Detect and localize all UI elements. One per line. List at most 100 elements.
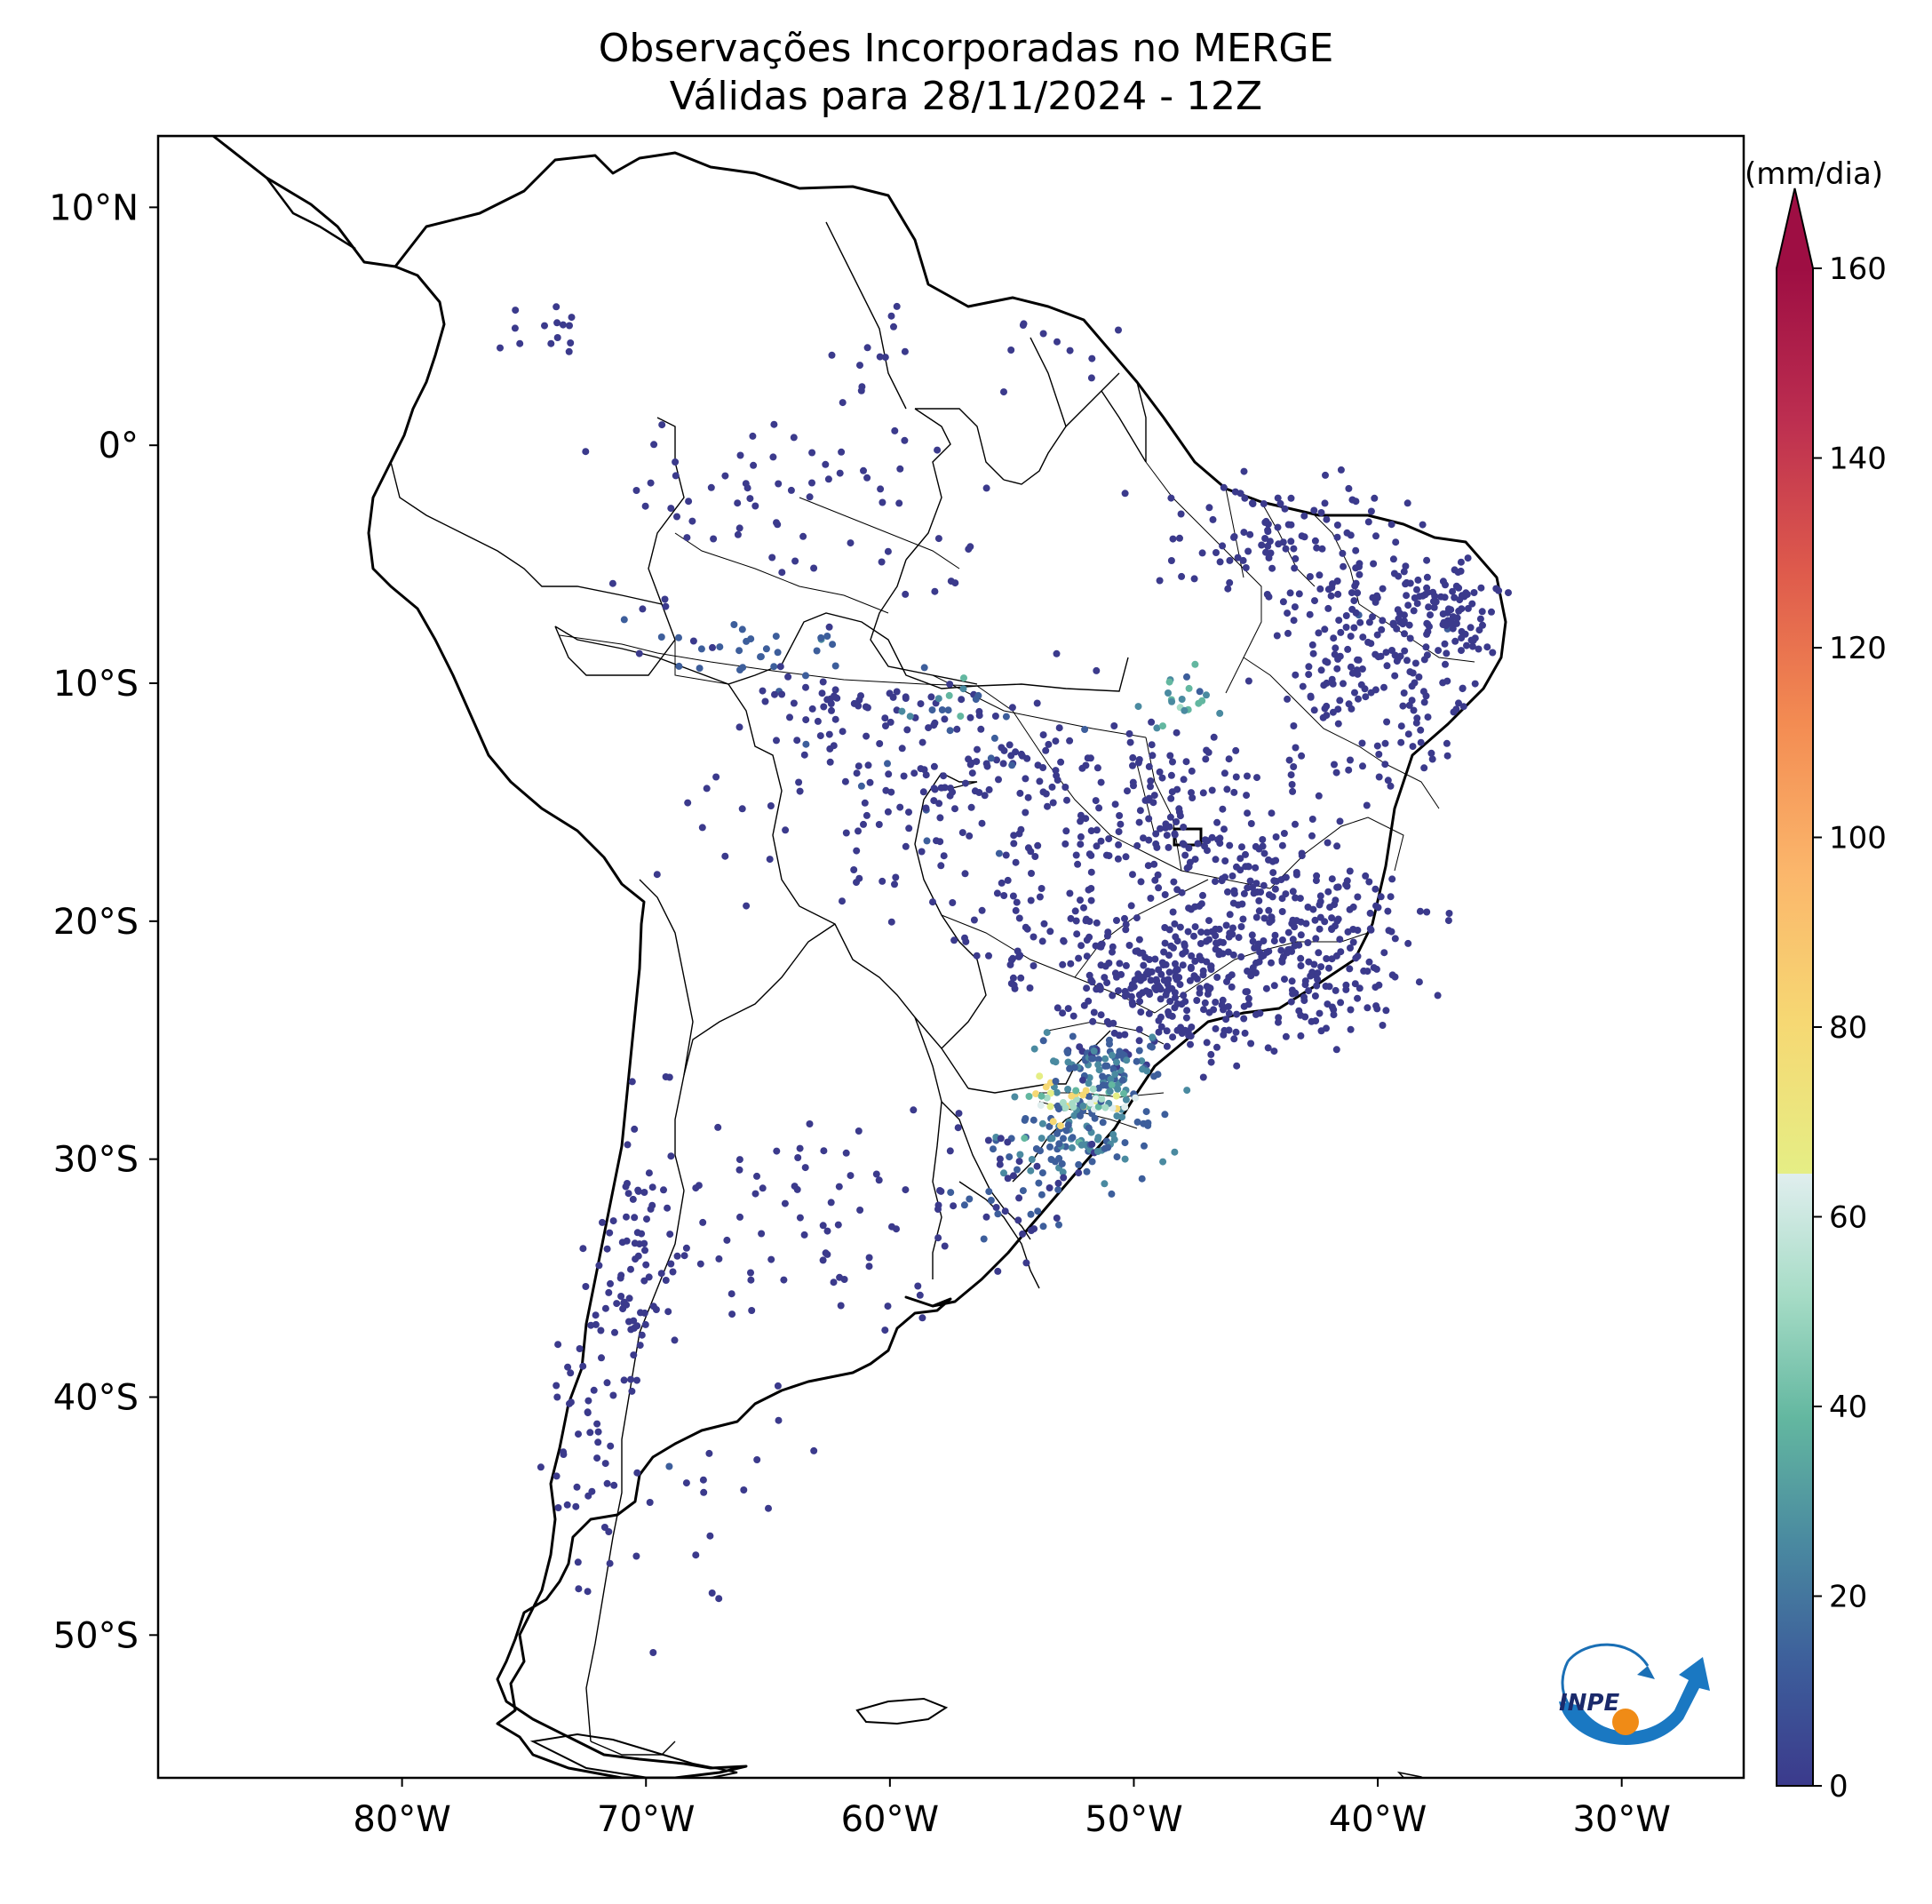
observation-dot xyxy=(1428,755,1436,763)
observation-dot xyxy=(1037,1102,1045,1109)
observation-dot xyxy=(1253,944,1261,952)
observation-dot xyxy=(1027,1167,1035,1175)
observation-dot xyxy=(978,819,986,827)
observation-dot xyxy=(995,776,1002,784)
observation-dot xyxy=(1101,974,1109,982)
observation-dot xyxy=(1401,647,1409,655)
observation-dot xyxy=(822,1249,830,1257)
observation-dot xyxy=(1354,656,1362,664)
observation-dot xyxy=(1191,856,1199,864)
observation-dot xyxy=(1147,895,1155,902)
observation-dot xyxy=(1328,925,1336,933)
observation-dot xyxy=(1274,494,1282,502)
observation-dot xyxy=(1145,836,1153,844)
observation-dot xyxy=(1060,936,1068,944)
observation-dot xyxy=(1332,644,1340,652)
observation-dot xyxy=(1038,1119,1046,1127)
observation-dot xyxy=(1393,625,1401,633)
observation-dot xyxy=(675,633,682,641)
observation-dot xyxy=(946,1147,954,1155)
observation-dot xyxy=(1199,789,1207,797)
observation-dot xyxy=(1165,678,1173,686)
observation-dot xyxy=(1397,738,1405,746)
observation-dot xyxy=(1292,744,1300,752)
observation-dot xyxy=(1009,954,1017,962)
colorbar-tick-label: 0 xyxy=(1829,1769,1849,1804)
observation-dot xyxy=(930,797,938,805)
observation-dot xyxy=(1193,997,1201,1004)
observation-dot xyxy=(831,662,839,670)
observation-dot xyxy=(1233,1010,1241,1018)
observation-dot xyxy=(1024,793,1032,801)
observation-dot xyxy=(1229,951,1237,959)
observation-dot xyxy=(1290,617,1298,625)
observation-dot xyxy=(1109,948,1116,956)
observation-dot xyxy=(1489,649,1497,657)
observation-dot xyxy=(1156,577,1164,585)
observation-dot xyxy=(1284,695,1292,703)
observation-dot xyxy=(1158,774,1166,782)
observation-dot xyxy=(796,787,804,795)
observation-dot xyxy=(1378,625,1386,633)
observation-dot xyxy=(667,1260,675,1268)
observation-dot xyxy=(1122,961,1130,969)
observation-dot xyxy=(1291,564,1299,572)
observation-dot xyxy=(646,1499,654,1506)
observation-dot xyxy=(1181,851,1189,859)
observation-dot xyxy=(1225,1009,1233,1017)
observation-dot xyxy=(1166,813,1174,821)
observation-dot xyxy=(1046,928,1054,936)
observation-dot xyxy=(839,399,847,407)
observation-dot xyxy=(1230,788,1238,796)
observation-dot xyxy=(994,1267,1002,1275)
observation-dot xyxy=(584,1397,592,1405)
observation-dot xyxy=(1161,1111,1169,1119)
observation-dot xyxy=(1241,494,1249,502)
observation-dot xyxy=(1054,1179,1062,1187)
observation-dot xyxy=(1198,549,1206,557)
observation-dot xyxy=(1163,1027,1171,1035)
observation-dot xyxy=(1188,1024,1196,1031)
observation-dot xyxy=(750,461,758,469)
observation-dot xyxy=(1305,987,1313,995)
observation-dot xyxy=(1324,586,1332,594)
observation-dot xyxy=(1408,682,1416,690)
observation-dot xyxy=(902,695,910,702)
observation-dot xyxy=(1039,1037,1047,1045)
observation-dot xyxy=(657,1270,665,1278)
observation-dot xyxy=(1423,630,1431,638)
observation-dot xyxy=(994,1210,1002,1218)
observation-dot xyxy=(1014,1216,1022,1224)
observation-dot xyxy=(802,740,810,748)
observation-dot xyxy=(1122,853,1130,861)
observation-dot xyxy=(1171,1148,1179,1156)
observation-dot xyxy=(680,1252,688,1260)
observation-dot xyxy=(786,713,793,721)
observation-dot xyxy=(860,466,867,474)
observation-dot xyxy=(1087,374,1095,382)
observation-dot xyxy=(1288,977,1296,985)
observation-dot xyxy=(1180,824,1188,831)
observation-dot xyxy=(1096,985,1104,993)
observation-dot xyxy=(962,937,970,945)
observation-dot xyxy=(563,1501,571,1509)
observation-dot xyxy=(1464,604,1472,612)
observation-dot xyxy=(928,706,936,714)
observation-dot xyxy=(1077,942,1085,950)
observation-dot xyxy=(1028,870,1035,877)
observation-dot xyxy=(1240,467,1248,475)
observation-dot xyxy=(1183,1007,1191,1015)
observation-dot xyxy=(893,688,901,696)
observation-dot xyxy=(1358,739,1366,747)
observation-dot xyxy=(1422,643,1430,651)
observation-dot xyxy=(1064,1086,1072,1093)
observation-dot xyxy=(497,344,504,352)
observation-dot xyxy=(1375,981,1383,989)
observation-dot xyxy=(896,803,904,811)
observation-dot xyxy=(881,1326,889,1334)
observation-dot xyxy=(775,480,783,488)
observation-dot xyxy=(1093,666,1101,674)
observation-dot xyxy=(800,1231,808,1239)
observation-dot xyxy=(1124,787,1131,795)
observation-dot xyxy=(1135,1037,1143,1045)
